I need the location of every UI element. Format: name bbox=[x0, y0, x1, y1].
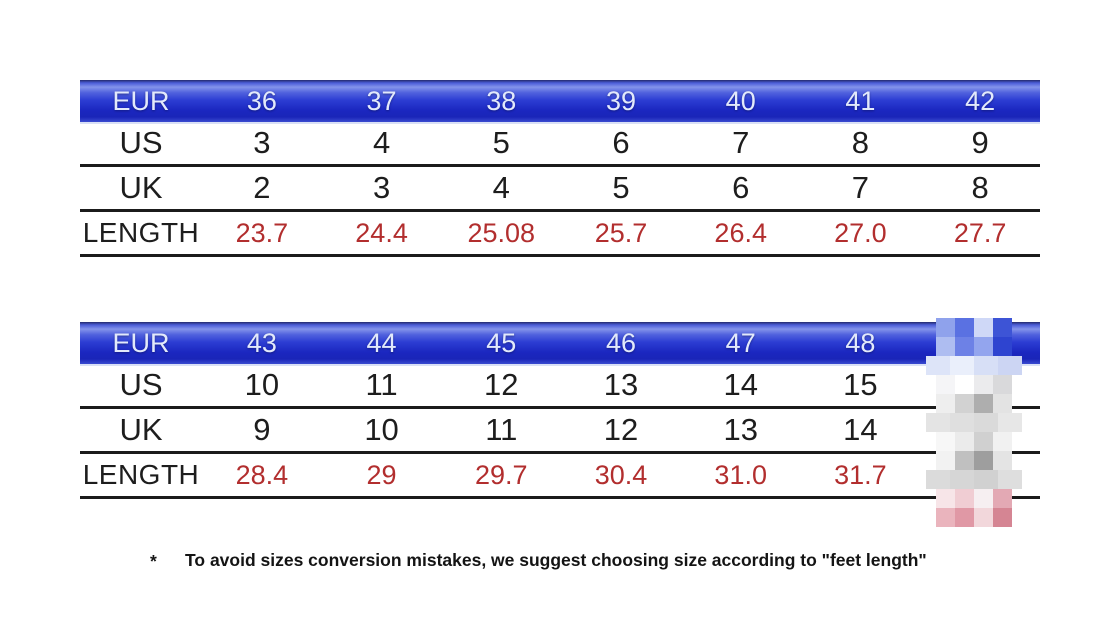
table-cell: 39 bbox=[605, 85, 637, 116]
table-cell: 10 bbox=[364, 412, 399, 447]
table-cell: 25.7 bbox=[594, 217, 648, 248]
table-row-uk: UK 2 3 4 5 6 7 8 bbox=[80, 167, 1040, 212]
table-row-uk: UK 9 10 11 12 13 14 bbox=[80, 409, 1040, 454]
table-cell: 28.4 bbox=[235, 459, 289, 490]
table-cell: 24.4 bbox=[355, 217, 408, 248]
table-cell: 47 bbox=[725, 327, 756, 358]
table-cell: 13 bbox=[603, 367, 639, 402]
table-cell: 40 bbox=[725, 85, 756, 116]
table-cell: 36 bbox=[246, 85, 277, 116]
row-label: UK bbox=[119, 412, 163, 447]
table-cell: 29.7 bbox=[475, 459, 528, 490]
table-cell: 27.7 bbox=[953, 217, 1007, 248]
table-cell: 5 bbox=[492, 125, 510, 160]
table-cell: 6 bbox=[732, 170, 750, 205]
footnote-text: To avoid sizes conversion mistakes, we s… bbox=[185, 550, 927, 570]
table-cell: 26.4 bbox=[714, 217, 767, 248]
row-label: LENGTH bbox=[82, 459, 200, 490]
row-label: EUR bbox=[112, 85, 170, 116]
table-cell: 25.08 bbox=[467, 217, 536, 248]
table-cell: 37 bbox=[366, 85, 397, 116]
table-cell: 13 bbox=[723, 412, 758, 447]
pixelated-blur-cell bbox=[974, 508, 993, 527]
table-cell: 6 bbox=[612, 125, 630, 160]
table-cell: 8 bbox=[851, 125, 870, 160]
footnote-asterisk-marker: * bbox=[150, 551, 157, 571]
table-cell: 42 bbox=[965, 85, 996, 116]
table-cell: 43 bbox=[246, 327, 277, 358]
size-table-36-42: EUR 36 37 38 39 40 41 42 US 3 4 5 6 7 8 9 UK 2 3 4 5 6 7 8 LENGT… bbox=[80, 80, 1040, 257]
table-row-us: US 10 11 12 13 14 15 bbox=[80, 364, 1040, 409]
table-cell: 11 bbox=[365, 367, 398, 402]
table-row-eur: EUR 36 37 38 39 40 41 42 bbox=[80, 80, 1040, 122]
row-label: US bbox=[119, 367, 163, 402]
table-cell: 23.7 bbox=[235, 217, 289, 248]
table-cell: 3 bbox=[372, 170, 391, 205]
size-table-43-48: EUR 43 44 45 46 47 48 US 10 11 12 13 14 15 UK 9 10 11 12 13… bbox=[80, 322, 1040, 499]
table-cell: 15 bbox=[843, 367, 878, 402]
table-cell: 9 bbox=[253, 412, 271, 447]
row-label: UK bbox=[119, 170, 163, 205]
table-cell: 30.4 bbox=[594, 459, 648, 490]
table-row-length: LENGTH 23.7 24.4 25.08 25.7 26.4 27.0 27.7 bbox=[80, 212, 1040, 257]
pixelated-blur-cell bbox=[993, 508, 1012, 527]
table-cell: 5 bbox=[612, 170, 630, 205]
table-cell: 10 bbox=[244, 367, 280, 402]
table-row-length: LENGTH 28.4 29 29.7 30.4 31.0 31.7 bbox=[80, 454, 1040, 499]
table-cell: 7 bbox=[851, 170, 870, 205]
row-label: EUR bbox=[112, 327, 170, 358]
table-cell: 14 bbox=[723, 367, 758, 402]
table-cell: 31.7 bbox=[834, 459, 887, 490]
footnote: * To avoid sizes conversion mistakes, we… bbox=[150, 547, 930, 574]
table-cell: 12 bbox=[484, 367, 519, 402]
table-cell: 12 bbox=[603, 412, 639, 447]
table-cell: 46 bbox=[605, 327, 637, 358]
table-cell: 9 bbox=[971, 125, 989, 160]
table-cell: 27.0 bbox=[834, 217, 887, 248]
table-cell: 7 bbox=[732, 125, 750, 160]
table-cell: 29 bbox=[366, 459, 397, 490]
row-label: US bbox=[119, 125, 163, 160]
pixelated-blur-row bbox=[936, 508, 1022, 527]
row-label: LENGTH bbox=[82, 217, 200, 248]
table-cell: 45 bbox=[486, 327, 517, 358]
table-cell: 48 bbox=[845, 327, 876, 358]
table-row-us: US 3 4 5 6 7 8 9 bbox=[80, 122, 1040, 167]
table-cell: 4 bbox=[372, 125, 391, 160]
table-cell: 41 bbox=[845, 85, 876, 116]
table-cell: 8 bbox=[971, 170, 989, 205]
table-cell: 14 bbox=[843, 412, 878, 447]
table-cell: 11 bbox=[485, 412, 518, 447]
table-cell: 44 bbox=[366, 327, 397, 358]
pixelated-blur-cell bbox=[955, 508, 974, 527]
table-cell: 2 bbox=[253, 170, 271, 205]
table-cell: 4 bbox=[492, 170, 510, 205]
pixelated-blur-cell bbox=[936, 508, 955, 527]
table-row-eur: EUR 43 44 45 46 47 48 bbox=[80, 322, 1040, 364]
table-cell: 38 bbox=[486, 85, 517, 116]
table-cell: 31.0 bbox=[714, 459, 767, 490]
table-cell: 3 bbox=[253, 125, 271, 160]
